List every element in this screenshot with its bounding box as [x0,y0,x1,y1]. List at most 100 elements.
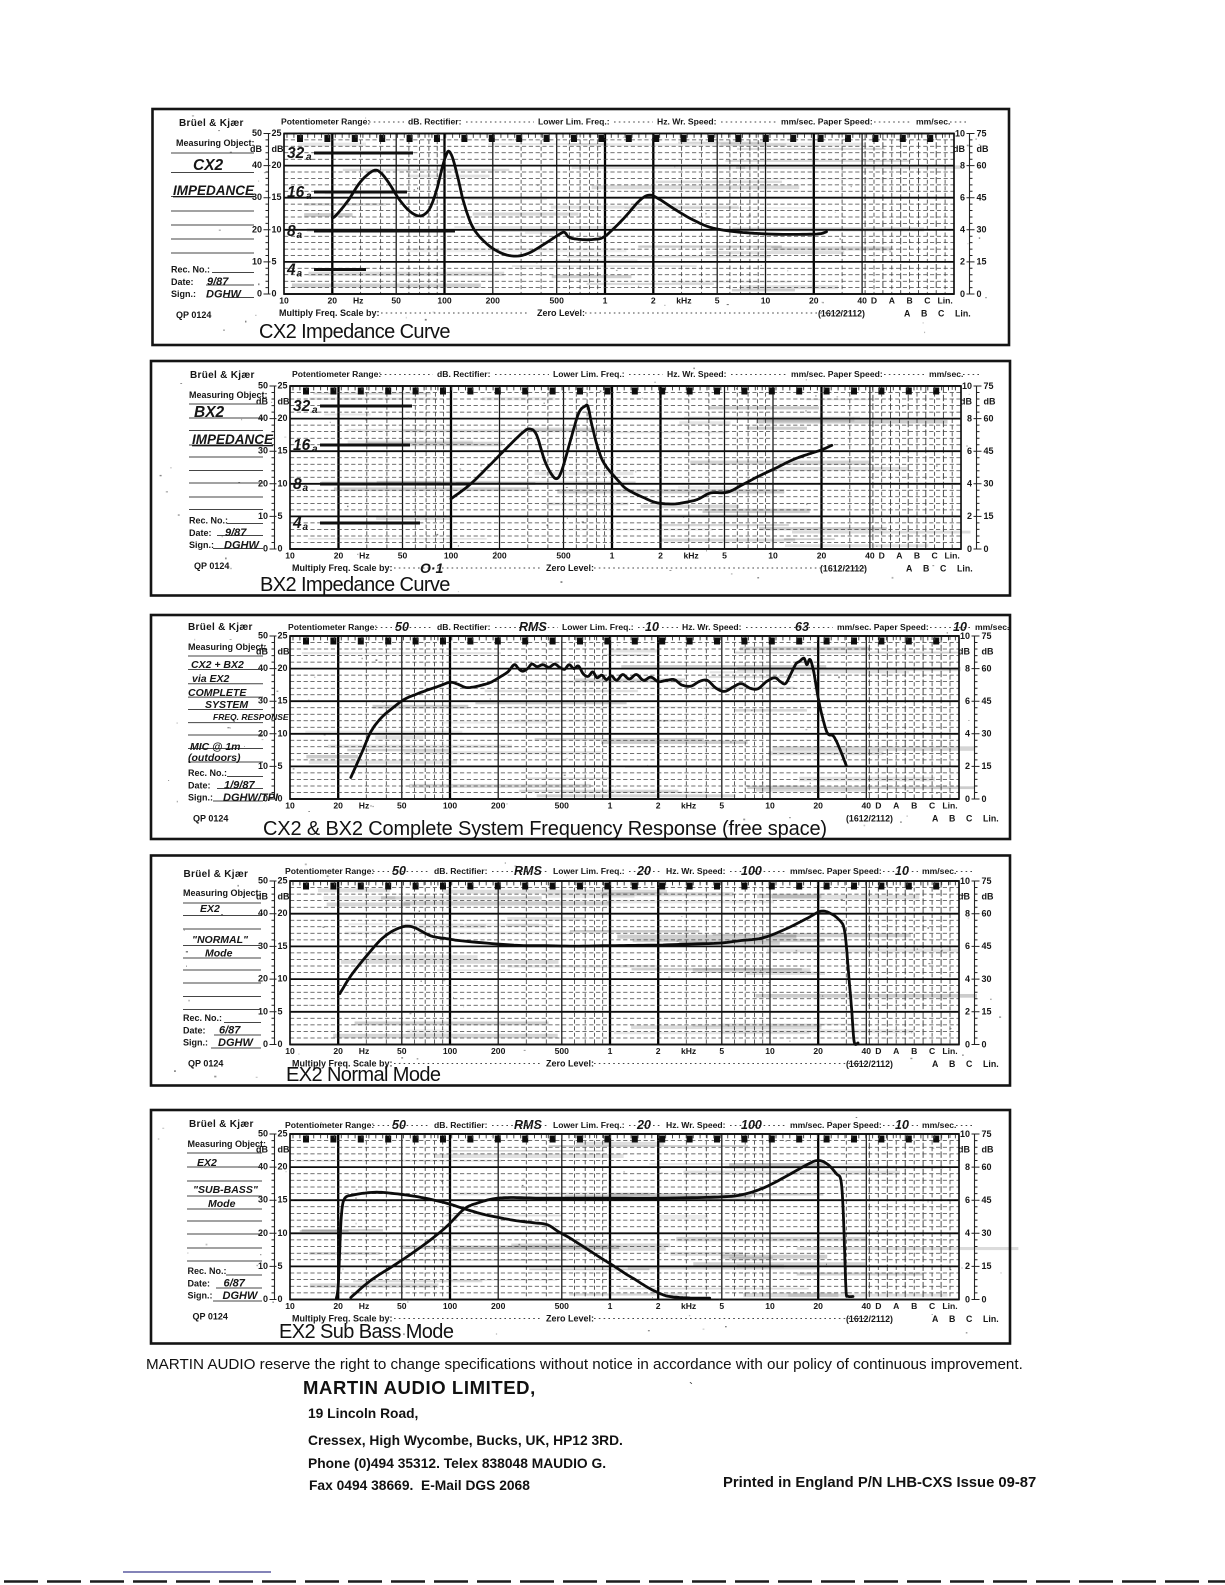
svg-text:8: 8 [293,476,302,493]
svg-text:45: 45 [977,193,987,203]
svg-text:dB: dB [256,1145,268,1155]
svg-text:50: 50 [391,296,401,306]
svg-text:0: 0 [967,544,972,554]
svg-text:Measuring Object:: Measuring Object: [176,138,255,148]
svg-text:15: 15 [982,1007,992,1017]
svg-text:dB. Rectifier:: dB. Rectifier: [434,866,488,876]
svg-text:A: A [893,801,899,811]
svg-text:A: A [893,1046,899,1056]
svg-text:50: 50 [395,620,409,634]
svg-text:(1612/2112): (1612/2112) [846,1059,893,1069]
svg-text:1: 1 [610,551,615,561]
svg-text:dB: dB [278,1145,290,1155]
svg-text:C: C [966,814,973,824]
svg-text:60: 60 [982,1162,992,1172]
svg-text:20: 20 [813,801,823,811]
svg-text:0: 0 [960,289,965,299]
svg-text:8: 8 [965,663,970,673]
svg-text:30: 30 [982,974,992,984]
svg-text:20: 20 [333,1301,343,1311]
svg-text:EX2: EX2 [200,903,220,915]
svg-text:0: 0 [263,794,268,804]
svg-text:10: 10 [953,620,967,634]
svg-text:Rec. No.:: Rec. No.: [189,516,228,526]
svg-text:9/87: 9/87 [207,276,229,288]
svg-text:10: 10 [278,1228,288,1238]
svg-text:50: 50 [258,631,268,641]
svg-text:50: 50 [397,801,407,811]
svg-text:Date:: Date: [189,528,212,538]
svg-text:B: B [949,1059,955,1069]
svg-text:2: 2 [965,1007,970,1017]
svg-text:50: 50 [398,551,408,561]
svg-text:Rec. No.:: Rec. No.: [188,1266,227,1276]
svg-text:mm/sec. Paper Speed:: mm/sec. Paper Speed: [781,117,873,127]
svg-text:dB. Rectifier:: dB. Rectifier: [408,117,462,127]
svg-text:mm/sec.: mm/sec. [929,369,963,379]
svg-text:50: 50 [258,1129,268,1139]
svg-text:QP 0124: QP 0124 [188,1059,223,1069]
svg-text:A: A [896,551,902,561]
svg-text:DGHW: DGHW [218,1037,254,1049]
svg-text:100: 100 [444,551,459,561]
svg-text:1: 1 [608,1301,613,1311]
svg-text:20: 20 [278,908,288,918]
svg-text:Date:: Date: [188,1278,211,1288]
svg-text:20: 20 [636,1118,651,1132]
svg-text:Hz. Wr. Speed:: Hz. Wr. Speed: [657,117,717,127]
svg-text:Zero Level:: Zero Level: [546,1059,594,1069]
svg-text:5: 5 [278,511,283,521]
svg-text:B: B [923,564,929,574]
svg-text:5: 5 [278,1261,283,1271]
svg-text:O·1: O·1 [420,560,444,576]
svg-text:45: 45 [982,941,992,951]
svg-text:60: 60 [982,663,992,673]
svg-text:Potentiometer Range:: Potentiometer Range: [288,622,377,632]
svg-text:D: D [875,1301,881,1311]
svg-text:CX2 Impedance Curve: CX2 Impedance Curve [259,321,450,343]
svg-text:Zero Level:: Zero Level: [537,308,585,318]
svg-text:Potentiometer Range:: Potentiometer Range: [285,1120,374,1130]
svg-text:5: 5 [719,1046,724,1056]
svg-text:QP 0124: QP 0124 [193,1312,228,1322]
svg-text:B: B [921,309,927,319]
svg-text:0: 0 [278,1294,283,1304]
svg-text:10: 10 [278,974,288,984]
svg-text:10: 10 [761,296,771,306]
svg-text:Brüel & Kjær: Brüel & Kjær [189,1119,254,1130]
svg-text:A: A [889,296,895,306]
svg-text:EX2 Normal Mode: EX2 Normal Mode [286,1064,441,1086]
svg-text:2: 2 [965,761,970,771]
svg-text:Lin.: Lin. [957,564,973,574]
svg-text:15: 15 [278,696,288,706]
svg-text:40: 40 [865,551,875,561]
svg-text:10: 10 [285,551,295,561]
svg-text:Lin.: Lin. [983,814,999,824]
svg-text:20: 20 [636,864,651,878]
svg-text:mm/sec.: mm/sec. [975,622,1009,632]
svg-text:2: 2 [960,257,965,267]
svg-text:Multiply Freq. Scale by:: Multiply Freq. Scale by: [292,1059,393,1069]
svg-text:DGHW: DGHW [223,1290,259,1302]
svg-text:Hz. Wr. Speed:: Hz. Wr. Speed: [666,866,726,876]
svg-text:Lower Lim. Freq.:: Lower Lim. Freq.: [562,622,634,632]
svg-text:Brüel & Kjær: Brüel & Kjær [179,118,244,129]
svg-text:0: 0 [278,794,283,804]
svg-text:Multiply Freq. Scale by:: Multiply Freq. Scale by: [292,1314,393,1324]
svg-text:5: 5 [722,551,727,561]
svg-text:15: 15 [272,192,282,202]
svg-text:mm/sec.: mm/sec. [916,117,950,127]
svg-text:C: C [929,1301,935,1311]
svg-text:EX2 Sub Bass Mode: EX2 Sub Bass Mode [279,1321,454,1343]
svg-text:(1612/2112): (1612/2112) [820,564,867,574]
svg-text:A: A [893,1301,899,1311]
svg-text:dB: dB [960,397,972,407]
svg-text:kHz: kHz [676,296,691,306]
svg-text:Potentiometer Range:: Potentiometer Range: [285,866,374,876]
svg-text:CX2 + BX2: CX2 + BX2 [191,659,244,671]
svg-text:Hz. Wr. Speed:: Hz. Wr. Speed: [666,1120,726,1130]
svg-text:0: 0 [965,1294,970,1304]
svg-text:DGHW: DGHW [224,539,260,551]
svg-text:2: 2 [967,511,972,521]
svg-text:IMPEDANCE: IMPEDANCE [173,183,255,198]
